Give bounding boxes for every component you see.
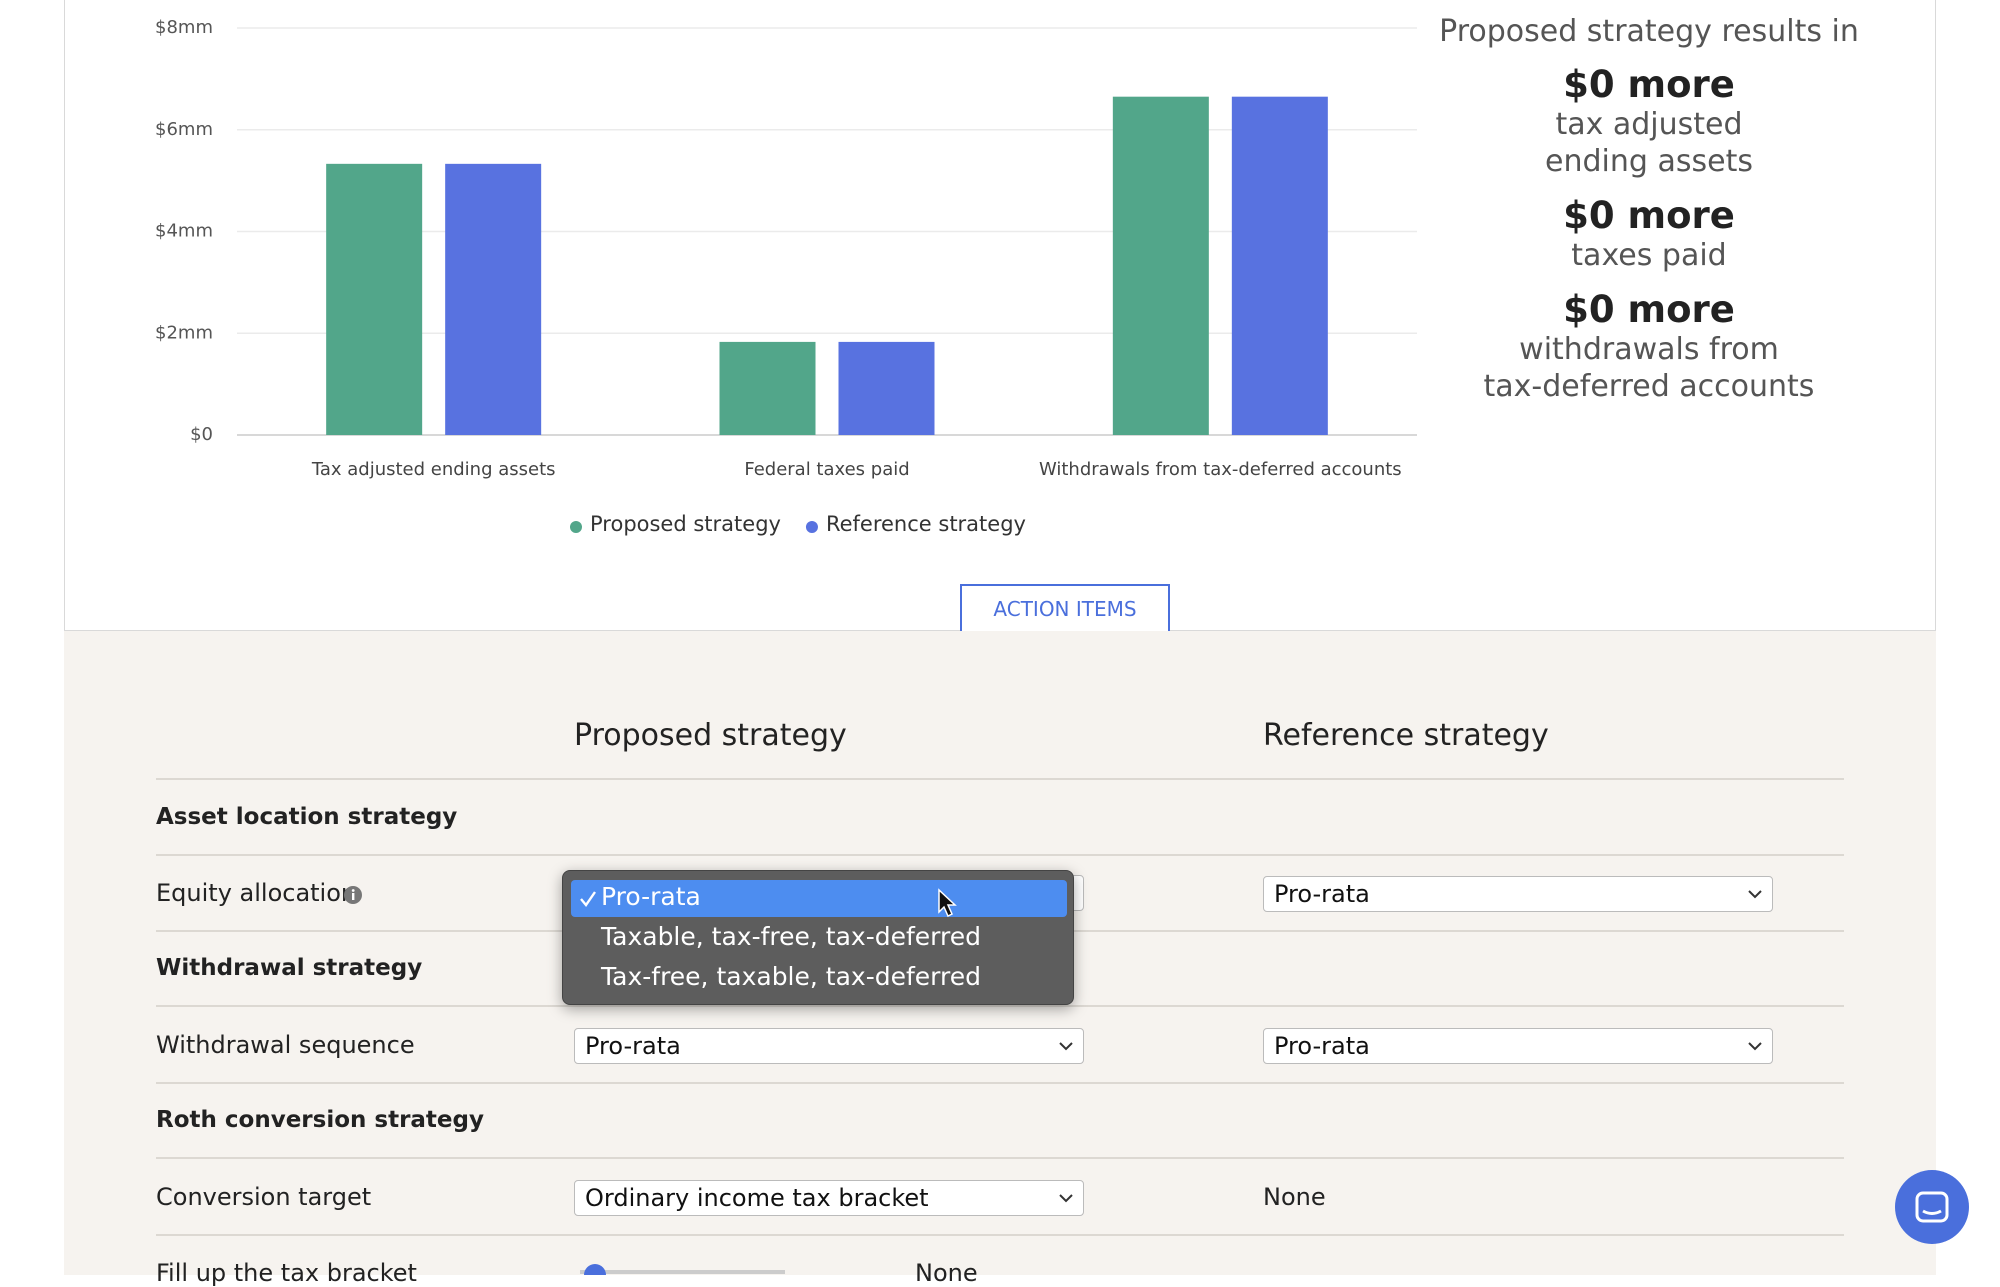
menu-option[interactable]: Pro-rata <box>601 882 701 911</box>
y-tick-label: $4mm <box>155 221 213 242</box>
chat-button[interactable] <box>1894 1169 1970 1245</box>
x-tick-label: Federal taxes paid <box>744 459 909 480</box>
summary: Proposed strategy results in $0 more tax… <box>1419 14 1879 405</box>
x-tick-label: Withdrawals from tax-deferred accounts <box>1039 459 1402 480</box>
row-label: Equity allocation <box>156 879 357 907</box>
highlight <box>571 880 1067 917</box>
summary-amount: $0 more <box>1563 288 1735 331</box>
select[interactable]: Ordinary income tax bracket <box>574 1180 1084 1216</box>
row-label: Conversion target <box>156 1183 372 1211</box>
section-title: Roth conversion strategy <box>156 1107 484 1133</box>
cell-text: None <box>1263 1183 1326 1211</box>
x-tick-label: Tax adjusted ending assets <box>311 459 556 480</box>
column-header: Reference strategy <box>1263 718 1549 753</box>
chevron <box>1748 1042 1762 1051</box>
y-tick-label: $0 <box>190 424 213 445</box>
summary-label: tax-deferred accounts <box>1483 369 1815 404</box>
dropdown-menu: Pro-rata Taxable, tax-free, tax-deferred… <box>562 870 1074 1005</box>
bar <box>1231 96 1328 436</box>
y-tick-label: $6mm <box>155 119 213 140</box>
select[interactable]: Pro-rata <box>574 1028 1084 1064</box>
row-label: Withdrawal sequence <box>156 1031 415 1059</box>
legend-label: Proposed strategy <box>590 512 781 536</box>
summary-amount: $0 more <box>1563 63 1735 106</box>
checkmark <box>580 891 596 907</box>
bar <box>838 341 935 435</box>
legend-marker <box>570 521 582 533</box>
section-title: Asset location strategy <box>156 804 458 830</box>
chevron <box>1059 1042 1073 1051</box>
summary-label: withdrawals from <box>1519 332 1779 367</box>
chart-card: $0 $2mm $4mm $6mm $8mm Tax adjusted ending as… <box>64 0 1936 631</box>
chevron <box>1059 1194 1073 1203</box>
divider <box>156 1234 1844 1236</box>
menu-option[interactable]: Taxable, tax-free, tax-deferred <box>601 922 981 951</box>
summary-label: tax adjusted <box>1555 107 1743 142</box>
select[interactable]: Pro-rata <box>1263 1028 1773 1064</box>
y-tick-label: $8mm <box>155 17 213 38</box>
column-header: Proposed strategy <box>574 718 847 753</box>
divider <box>156 1082 1844 1084</box>
slider-value: None <box>915 1259 978 1287</box>
info-icon[interactable] <box>343 885 363 905</box>
select-value: Pro-rata <box>585 1032 681 1060</box>
bar <box>326 163 423 435</box>
summary-label: ending assets <box>1545 144 1753 179</box>
chevron <box>1748 890 1762 899</box>
summary-amount: $0 more <box>1563 194 1735 237</box>
select-value: Pro-rata <box>1274 880 1370 908</box>
slider[interactable] <box>580 1262 790 1275</box>
legend-marker <box>805 521 818 533</box>
divider <box>156 778 1844 780</box>
action-items-button[interactable]: ACTION ITEMS <box>960 584 1170 631</box>
summary-label: taxes paid <box>1571 238 1727 273</box>
chart: $0 $2mm $4mm $6mm $8mm Tax adjusted ending as… <box>155 17 1417 536</box>
cursor <box>938 888 957 918</box>
divider <box>156 854 1844 856</box>
row-label: Fill up the tax bracket <box>156 1259 417 1287</box>
divider <box>156 1005 1844 1007</box>
select[interactable]: Pro-rata <box>1263 876 1773 912</box>
menu-option[interactable]: Tax-free, taxable, tax-deferred <box>601 962 981 991</box>
section-title: Withdrawal strategy <box>156 955 423 981</box>
bar <box>1112 96 1209 436</box>
legend-label: Reference strategy <box>826 512 1026 536</box>
y-tick-label: $2mm <box>155 322 213 343</box>
select-value: Pro-rata <box>1274 1032 1370 1060</box>
select-value: Ordinary income tax bracket <box>585 1184 929 1212</box>
bar <box>445 163 542 435</box>
bar <box>719 341 816 435</box>
divider <box>156 1157 1844 1159</box>
summary-title: Proposed strategy results in <box>1439 14 1859 49</box>
